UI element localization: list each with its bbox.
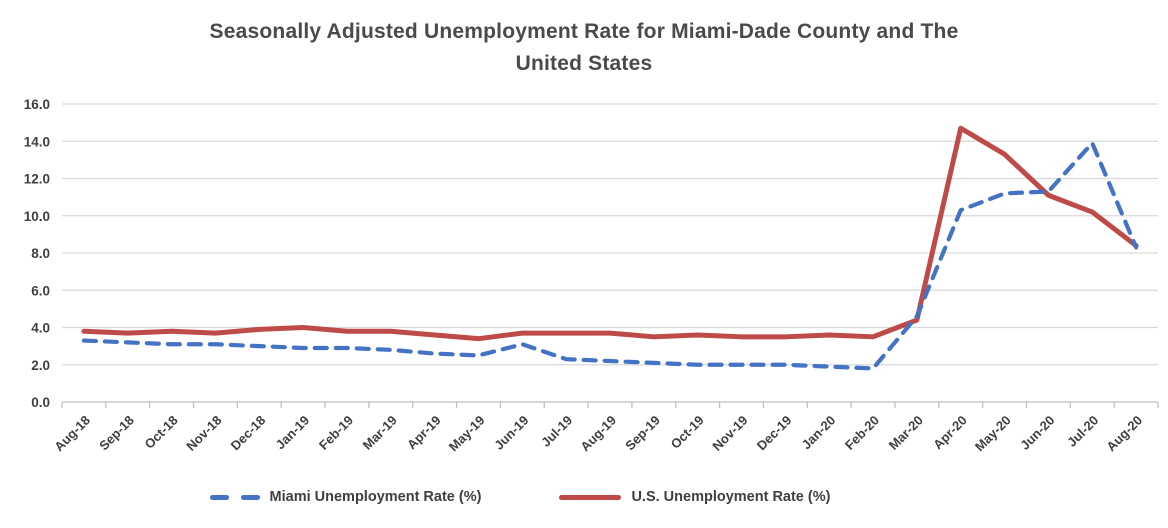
miami-dashed-line-swatch xyxy=(209,494,260,500)
x-tick-label: Oct-19 xyxy=(668,413,707,452)
chart-title-line1: Seasonally Adjusted Unemployment Rate fo… xyxy=(209,20,959,43)
x-tick-label: Sep-19 xyxy=(622,413,663,454)
y-tick-label: 16.0 xyxy=(24,97,50,112)
x-tick-label: Jan-20 xyxy=(799,413,839,453)
x-tick-label: Mar-20 xyxy=(886,413,926,453)
x-tick-labels: Aug-18 Sep-18 Oct-18 Nov-18 Dec-18 Jan-19 Feb-… xyxy=(51,413,1145,455)
x-tick-label: Feb-20 xyxy=(842,413,882,453)
chart-legend: Miami Unemployment Rate (%) U.S. Unemplo… xyxy=(0,489,1104,505)
x-tick-label: Jul-20 xyxy=(1064,413,1101,450)
legend-item-us: U.S. Unemployment Rate (%) xyxy=(559,489,830,505)
y-tick-labels: 0.0 2.0 4.0 6.0 8.0 10.0 12.0 14.0 16.0 xyxy=(24,97,50,410)
x-tick-label: Apr-19 xyxy=(404,413,444,453)
y-tick-label: 8.0 xyxy=(31,246,50,261)
x-tick-label: Aug-19 xyxy=(577,413,619,455)
legend-label-miami: Miami Unemployment Rate (%) xyxy=(269,489,482,505)
legend-label-us: U.S. Unemployment Rate (%) xyxy=(631,489,831,505)
x-tick-label: Nov-18 xyxy=(183,413,224,454)
legend-item-miami: Miami Unemployment Rate (%) xyxy=(209,489,482,505)
x-tick-label: Oct-18 xyxy=(141,413,180,452)
x-tick-label: Apr-20 xyxy=(930,413,970,453)
x-tick-label: Sep-18 xyxy=(96,413,137,454)
y-tick-label: 12.0 xyxy=(24,172,50,187)
x-tick-label: Nov-19 xyxy=(709,413,750,454)
x-tick-label: Aug-18 xyxy=(51,413,93,455)
y-tick-label: 14.0 xyxy=(24,134,50,149)
x-tick-label: May-19 xyxy=(446,413,488,455)
miami-series-line xyxy=(81,141,1139,371)
x-tick-label: Mar-19 xyxy=(360,413,400,453)
x-tick-label: Aug-20 xyxy=(1103,413,1145,455)
chart-title: Seasonally Adjusted Unemployment Rate fo… xyxy=(0,16,1168,80)
x-tick-label: May-20 xyxy=(972,413,1014,455)
x-tick-label: Dec-19 xyxy=(754,413,795,454)
x-tick-label: Dec-18 xyxy=(228,413,269,454)
x-axis xyxy=(61,401,1159,408)
dash-segment xyxy=(240,494,260,500)
y-tick-label: 0.0 xyxy=(31,395,50,410)
x-tick-label: Jan-19 xyxy=(272,413,312,453)
x-tick-label: Jun-19 xyxy=(491,413,531,453)
chart-title-line2: United States xyxy=(515,52,653,75)
dash-segment xyxy=(209,494,229,500)
x-tick-label: Jul-19 xyxy=(538,413,575,450)
x-tick-label: Jun-20 xyxy=(1017,413,1057,453)
x-tick-label: Feb-19 xyxy=(316,413,356,453)
y-tick-label: 10.0 xyxy=(24,209,50,224)
us-solid-line-swatch xyxy=(559,494,622,500)
y-tick-label: 2.0 xyxy=(31,358,50,373)
us-series-line xyxy=(81,125,1139,342)
y-tick-label: 6.0 xyxy=(31,283,50,298)
y-tick-label: 4.0 xyxy=(31,321,50,336)
gridlines xyxy=(62,103,1158,366)
